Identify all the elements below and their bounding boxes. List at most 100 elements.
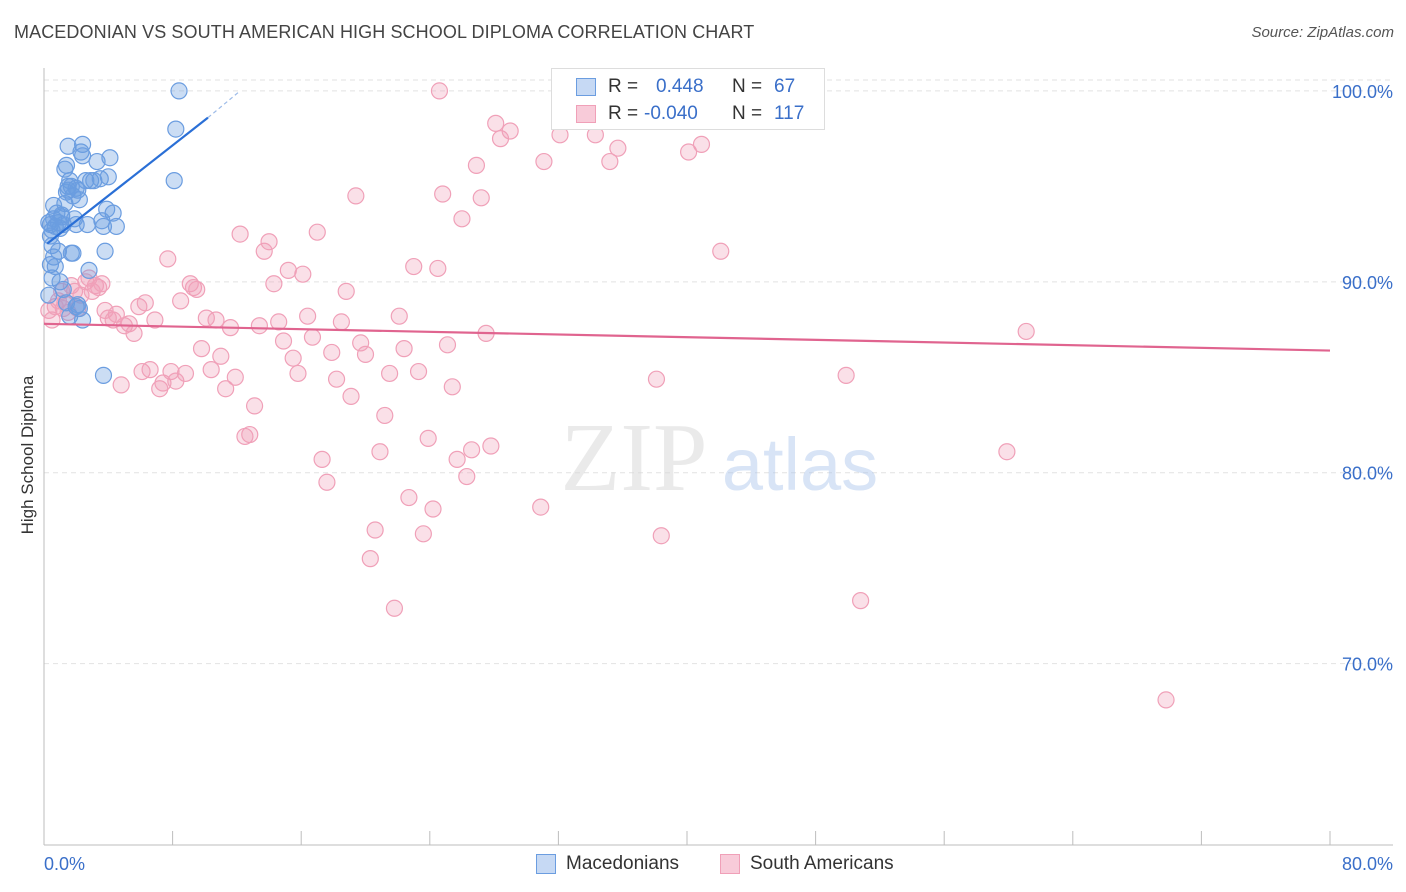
- south-american-point: [601, 152, 619, 171]
- macedonian-point: [165, 172, 183, 190]
- south-american-point: [212, 347, 230, 365]
- macedonian-point: [107, 217, 125, 236]
- south-american-point: [458, 467, 476, 486]
- south-american-point: [245, 397, 264, 415]
- south-american-point: [125, 324, 143, 342]
- south-americans-points: [40, 82, 1175, 709]
- south-american-point: [438, 336, 457, 354]
- macedonians-points: [40, 82, 188, 384]
- south-american-point: [366, 521, 384, 539]
- south-american-point: [327, 370, 346, 388]
- south-american-point: [159, 250, 177, 268]
- macedonian-point: [40, 286, 58, 304]
- south-american-point: [294, 265, 312, 283]
- macedonian-point: [64, 244, 82, 262]
- legend-row-macedonians: R = 0.448 N = 67: [576, 74, 795, 100]
- trend-lines: [43, 90, 1331, 352]
- series-label-macedonians: Macedonians: [566, 853, 680, 874]
- south-american-point: [1017, 322, 1035, 341]
- gridlines: [44, 79, 1393, 665]
- south-american-point: [356, 345, 375, 363]
- south-american-point: [448, 450, 466, 468]
- south-american-point: [692, 135, 711, 153]
- south-american-point: [192, 340, 211, 358]
- macedonian-point: [59, 181, 77, 199]
- legend-r-value: 0.448: [656, 76, 704, 97]
- south-american-point: [462, 441, 481, 459]
- south-american-point: [852, 592, 870, 610]
- south-american-point: [371, 443, 389, 461]
- south-american-point: [141, 361, 159, 379]
- y-tick-label: 70.0%: [1342, 655, 1393, 675]
- macedonian-point: [69, 296, 87, 314]
- macedonian-point: [167, 120, 185, 138]
- south-american-point: [241, 425, 259, 444]
- y-tick-label: 90.0%: [1342, 273, 1393, 293]
- south-american-point: [837, 366, 855, 384]
- legend-n-value: 117: [774, 103, 805, 124]
- south-american-point: [284, 349, 302, 367]
- series-legend-south-americans: South Americans: [720, 851, 894, 877]
- south-american-point: [419, 429, 437, 447]
- correlation-legend: R = 0.448 N = 67 R = -0.040 N = 117: [551, 68, 825, 130]
- south-american-point: [313, 450, 331, 468]
- axes: [43, 68, 1393, 846]
- x-tick-label-min: 0.0%: [44, 854, 85, 874]
- south-american-point: [1157, 691, 1175, 709]
- south-american-point: [136, 294, 154, 312]
- south-american-point: [467, 156, 486, 174]
- south-american-point: [308, 223, 326, 241]
- macedonian-point: [104, 204, 122, 222]
- south-american-point: [299, 307, 317, 325]
- south-american-point: [112, 376, 130, 394]
- macedonian-point: [94, 366, 113, 384]
- macedonian-point: [80, 261, 98, 279]
- south-american-point: [647, 370, 666, 388]
- south-american-point: [120, 315, 138, 333]
- legend-r-value: -0.040: [644, 103, 698, 124]
- south-american-point: [472, 189, 490, 207]
- legend-row-south-americans: R = -0.040 N = 117: [576, 101, 804, 127]
- south-american-point: [337, 282, 355, 300]
- south-american-point: [409, 362, 428, 381]
- south-american-point: [231, 225, 249, 243]
- macedonian-point: [170, 82, 188, 100]
- south-american-point: [395, 340, 413, 358]
- y-tick-label: 80.0%: [1342, 464, 1393, 484]
- south-american-point: [188, 280, 206, 299]
- macedonians-trend-line: [46, 116, 209, 245]
- legend-swatch-macedonians: [576, 78, 596, 96]
- south-american-point: [390, 307, 408, 325]
- macedonian-point: [54, 280, 72, 299]
- legend-n-label: N =: [732, 103, 763, 124]
- south-american-point: [381, 364, 399, 383]
- macedonian-point: [99, 168, 117, 186]
- south-american-point: [532, 498, 550, 516]
- south-american-point: [482, 437, 500, 455]
- south-american-point: [226, 368, 244, 386]
- watermark-zip: ZIP: [561, 404, 708, 512]
- watermark: ZIP atlas: [561, 404, 879, 512]
- south-americans-trend-line: [43, 322, 1331, 352]
- south-american-point: [289, 364, 307, 383]
- legend-n-value: 67: [774, 76, 796, 97]
- chart-title: MACEDONIAN VS SOUTH AMERICAN HIGH SCHOOL…: [14, 22, 755, 42]
- south-american-point: [434, 185, 452, 203]
- macedonian-point: [46, 257, 64, 276]
- south-american-point: [217, 380, 235, 398]
- series-legend-macedonians: Macedonians: [536, 851, 679, 877]
- south-american-point: [176, 364, 195, 383]
- south-american-point: [255, 242, 273, 260]
- series-swatch-south-americans: [720, 854, 740, 874]
- south-american-point: [202, 361, 220, 379]
- watermark-atlas: atlas: [722, 423, 878, 506]
- source-label: Source: ZipAtlas.com: [1251, 24, 1394, 41]
- south-american-point: [274, 332, 293, 350]
- south-american-point: [430, 82, 449, 100]
- south-american-point: [501, 122, 519, 140]
- legend-r-label: R =: [608, 76, 639, 97]
- series-swatch-macedonians: [536, 854, 556, 874]
- south-american-point: [400, 488, 418, 507]
- south-american-point: [279, 261, 297, 279]
- legend-swatch-south-americans: [576, 105, 596, 123]
